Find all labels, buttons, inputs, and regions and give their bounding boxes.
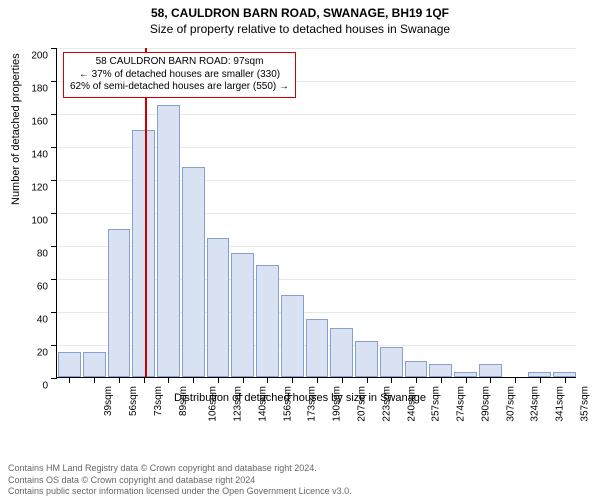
histogram-bar xyxy=(405,361,428,378)
y-tick-label: 160 xyxy=(18,117,48,128)
y-tick xyxy=(51,81,57,82)
y-tick-label: 20 xyxy=(18,348,48,359)
y-tick-label: 180 xyxy=(18,84,48,95)
x-tick xyxy=(367,377,368,383)
annotation-line3: 62% of semi-detached houses are larger (… xyxy=(70,81,289,94)
y-tick-label: 40 xyxy=(18,315,48,326)
x-tick xyxy=(267,377,268,383)
x-tick xyxy=(193,377,194,383)
x-axis-title: Distribution of detached houses by size … xyxy=(0,392,600,404)
y-tick xyxy=(51,246,57,247)
y-tick-label: 120 xyxy=(18,183,48,194)
x-tick xyxy=(317,377,318,383)
histogram-bar xyxy=(330,328,353,378)
x-tick xyxy=(94,377,95,383)
y-tick xyxy=(51,279,57,280)
annotation-line1: 58 CAULDRON BARN ROAD: 97sqm xyxy=(70,56,289,69)
y-tick xyxy=(51,180,57,181)
gridline xyxy=(57,114,576,115)
x-tick xyxy=(540,377,541,383)
histogram-bar xyxy=(132,130,155,378)
footer-line2: Contains OS data © Crown copyright and d… xyxy=(8,475,352,487)
histogram-bar xyxy=(108,229,131,378)
x-tick xyxy=(565,377,566,383)
y-tick xyxy=(51,114,57,115)
y-tick-label: 200 xyxy=(18,51,48,62)
x-tick xyxy=(342,377,343,383)
x-tick xyxy=(119,377,120,383)
footer-line1: Contains HM Land Registry data © Crown c… xyxy=(8,463,352,475)
x-tick xyxy=(292,377,293,383)
x-tick xyxy=(441,377,442,383)
histogram-bar xyxy=(479,364,502,377)
y-tick-label: 80 xyxy=(18,249,48,260)
gridline xyxy=(57,48,576,49)
y-tick xyxy=(51,147,57,148)
histogram-bar xyxy=(429,364,452,377)
x-tick xyxy=(243,377,244,383)
histogram-bar xyxy=(281,295,304,378)
y-tick xyxy=(51,48,57,49)
y-tick xyxy=(51,345,57,346)
x-tick xyxy=(144,377,145,383)
y-tick xyxy=(51,213,57,214)
title-primary: 58, CAULDRON BARN ROAD, SWANAGE, BH19 1Q… xyxy=(0,0,600,20)
x-tick xyxy=(218,377,219,383)
x-tick xyxy=(168,377,169,383)
histogram-bar xyxy=(231,253,254,377)
annotation-line2: ← 37% of detached houses are smaller (33… xyxy=(70,69,289,82)
title-secondary: Size of property relative to detached ho… xyxy=(0,20,600,36)
y-tick xyxy=(51,312,57,313)
histogram-bar xyxy=(256,265,279,377)
y-tick-label: 60 xyxy=(18,282,48,293)
y-tick-label: 100 xyxy=(18,216,48,227)
x-tick xyxy=(69,377,70,383)
histogram-bar xyxy=(207,238,230,377)
x-tick xyxy=(515,377,516,383)
footer-line3: Contains public sector information licen… xyxy=(8,486,352,498)
x-tick xyxy=(391,377,392,383)
footer: Contains HM Land Registry data © Crown c… xyxy=(8,463,352,498)
annotation-box: 58 CAULDRON BARN ROAD: 97sqm ← 37% of de… xyxy=(63,52,296,98)
histogram-bar xyxy=(182,167,205,377)
histogram-bar xyxy=(306,319,329,377)
histogram-bar xyxy=(355,341,378,377)
y-tick-label: 0 xyxy=(18,381,48,392)
histogram-bar xyxy=(58,352,81,377)
histogram-bar xyxy=(380,347,403,377)
plot-area: 02040608010012014016018020039sqm56sqm73s… xyxy=(56,48,576,378)
chart-titles: 58, CAULDRON BARN ROAD, SWANAGE, BH19 1Q… xyxy=(0,0,600,36)
chart-container: Number of detached properties 0204060801… xyxy=(0,40,600,430)
histogram-bar xyxy=(83,352,106,377)
y-tick xyxy=(51,378,57,379)
histogram-bar xyxy=(157,105,180,377)
y-tick-label: 140 xyxy=(18,150,48,161)
x-tick xyxy=(416,377,417,383)
x-tick xyxy=(490,377,491,383)
x-tick xyxy=(466,377,467,383)
